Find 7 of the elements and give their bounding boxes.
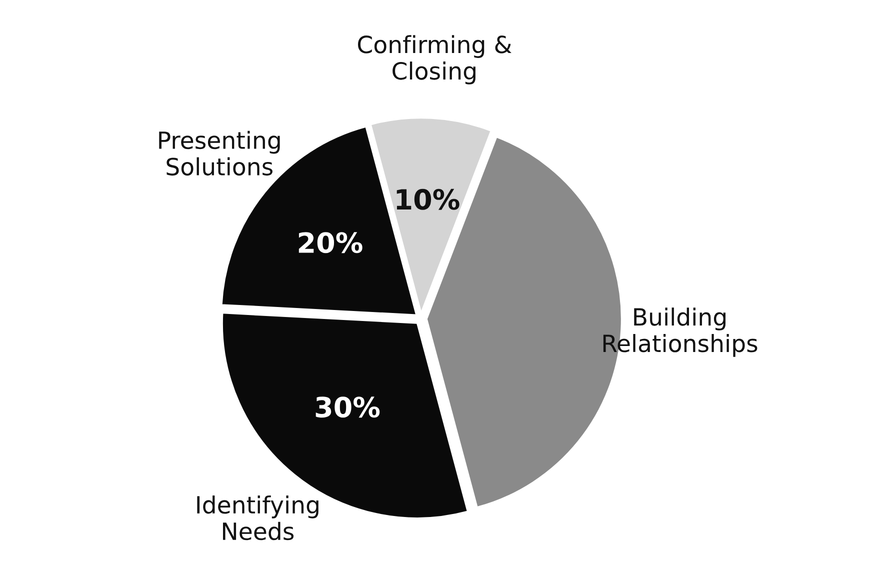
data-label: 10% (396, 188, 460, 210)
data-label: 30% (316, 396, 380, 418)
slice-label: Presenting Solutions (159, 130, 280, 176)
slice-label: Confirming & Closing (358, 35, 512, 84)
data-label: 20% (298, 232, 362, 254)
slice-label: Identifying Needs (197, 495, 318, 540)
slice-label: Building Relationships (603, 308, 758, 357)
